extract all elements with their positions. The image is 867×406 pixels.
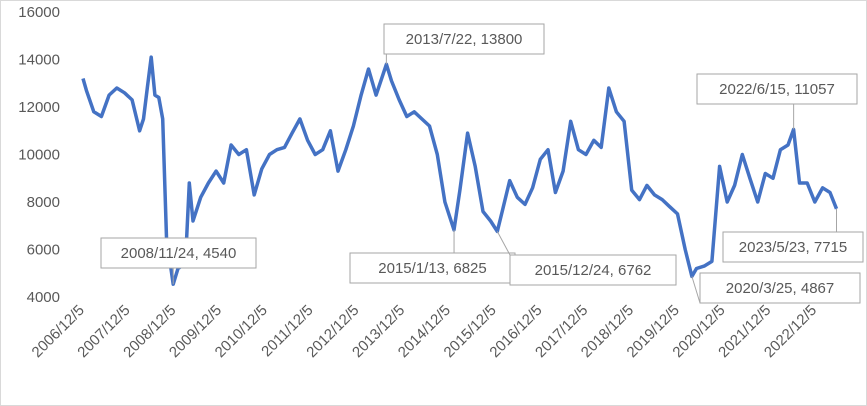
- y-tick-label: 8000: [27, 194, 60, 211]
- annotation-label: 2023/5/23, 7715: [739, 239, 847, 256]
- annotation-box: [722, 231, 864, 263]
- y-tick-label: 6000: [27, 242, 60, 259]
- annotation-box: [696, 73, 858, 105]
- y-tick-label: 16000: [18, 4, 60, 21]
- annotation-box: [349, 252, 516, 284]
- annotation-box: [100, 237, 257, 269]
- annotation-label: 2015/12/24, 6762: [535, 262, 652, 279]
- y-tick-label: 14000: [18, 52, 60, 69]
- y-tick-label: 12000: [18, 99, 60, 116]
- annotation-label: 2008/11/24, 4540: [121, 245, 237, 262]
- annotation-label: 2013/7/22, 13800: [406, 31, 523, 48]
- y-tick-label: 4000: [27, 289, 60, 306]
- annotation-label: 2020/3/25, 4867: [726, 280, 834, 297]
- y-tick-label: 10000: [18, 147, 60, 164]
- annotation-box: [509, 254, 677, 286]
- annotation-box: [699, 272, 861, 304]
- annotation-label: 2015/1/13, 6825: [378, 260, 486, 277]
- annotation-leader: [496, 231, 511, 256]
- annotation-label: 2022/6/15, 11057: [719, 81, 835, 98]
- annotation-leader: [691, 276, 701, 304]
- annotation-box: [383, 23, 545, 55]
